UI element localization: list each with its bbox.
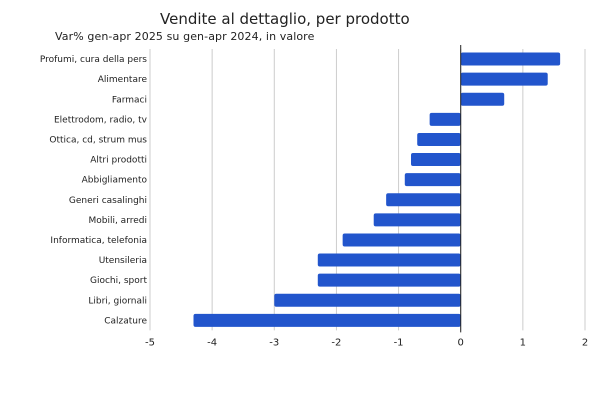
x-tick-label: -2	[331, 337, 341, 348]
bar	[317, 253, 461, 267]
bar	[460, 52, 561, 66]
x-tick-label: -4	[207, 337, 217, 348]
category-label: Giochi, sport	[90, 276, 147, 286]
chart-subtitle: Var% gen-apr 2025 su gen-apr 2024, in va…	[55, 30, 315, 43]
x-tick-label: -5	[145, 337, 155, 348]
x-tick-label: 2	[582, 337, 588, 348]
bar	[317, 273, 461, 287]
category-label: Libri, giornali	[88, 296, 147, 306]
chart-title: Vendite al dettaglio, per prodotto	[160, 10, 410, 28]
bar	[373, 213, 461, 227]
bar	[386, 193, 461, 207]
bar	[342, 233, 461, 247]
bar	[460, 72, 548, 86]
x-tick-label: 1	[520, 337, 526, 348]
category-label: Elettrodom, radio, tv	[54, 115, 148, 125]
category-label: Mobili, arredi	[88, 216, 147, 226]
category-label: Alimentare	[98, 75, 148, 85]
bar	[274, 293, 461, 307]
bar	[404, 173, 461, 187]
category-label: Abbigliamento	[82, 176, 148, 186]
category-labels: Profumi, cura della pers Alimentare Farmac…	[40, 55, 148, 326]
bar	[429, 112, 461, 126]
x-tick-label: -1	[394, 337, 404, 348]
bar	[193, 313, 461, 327]
x-axis-ticks: -5 -4 -3 -2 -1 0 1 2	[145, 337, 588, 348]
category-label: Profumi, cura della pers	[40, 55, 147, 65]
x-tick-label: -3	[269, 337, 279, 348]
category-label: Ottica, cd, strum mus	[49, 135, 147, 145]
bars	[193, 52, 561, 327]
category-label: Altri prodotti	[90, 156, 147, 166]
x-tick-label: 0	[458, 337, 464, 348]
category-label: Generi casalinghi	[69, 196, 147, 206]
bar	[460, 92, 505, 106]
category-label: Farmaci	[112, 95, 147, 105]
grid-lines	[149, 49, 586, 331]
category-label: Utensileria	[99, 256, 147, 266]
bar	[417, 132, 461, 146]
bar	[411, 153, 461, 167]
category-label: Calzature	[104, 316, 147, 326]
category-label: Informatica, telefonia	[50, 236, 147, 246]
